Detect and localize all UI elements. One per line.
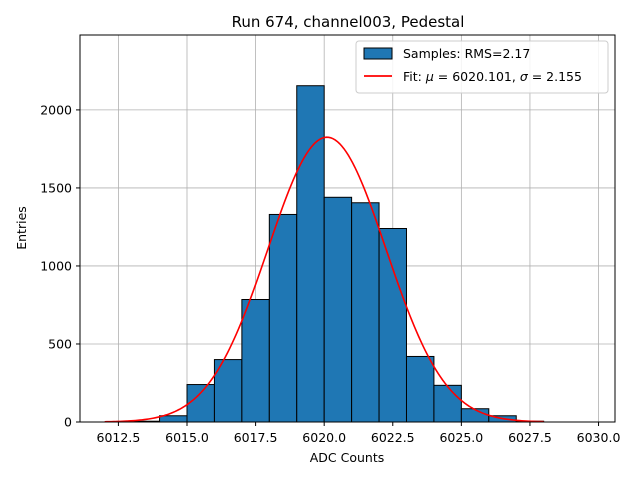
histogram-bar [296, 85, 325, 423]
x-tick-label: 6022.5 [371, 430, 415, 445]
y-tick-label: 500 [48, 336, 72, 351]
histogram-bar [460, 408, 490, 423]
histogram-bar [268, 213, 298, 423]
legend-samples-swatch [363, 47, 393, 60]
x-axis-ticks: 6012.5 6015.0 6017.5 6020.0 6022.5 6025.0 6027… [97, 422, 621, 445]
x-tick-label: 6030.0 [577, 430, 621, 445]
histogram-bar [159, 415, 188, 423]
legend: Samples: RMS=2.17 Fit: μ = 6020.101, σ =… [355, 40, 609, 94]
y-axis-ticks: 0 500 1000 1500 2000 [40, 102, 80, 430]
legend-fit-prefix: Fit: [403, 69, 426, 84]
legend-fit-mu-value: = 6020.101, [434, 69, 520, 84]
histogram-bar [405, 355, 435, 423]
y-axis-label: Entries [14, 206, 29, 250]
legend-fit-sigma-value: = 2.155 [528, 69, 582, 84]
y-tick-label: 0 [64, 415, 72, 430]
x-tick-label: 6020.0 [302, 430, 346, 445]
histogram-bar [241, 299, 270, 423]
legend-fit-label: Fit: μ = 6020.101, σ = 2.155 [403, 69, 582, 84]
legend-fit-sigma-symbol: σ [520, 69, 529, 84]
histogram-bar [433, 384, 462, 423]
histogram-bar [378, 228, 407, 423]
histogram-bars [131, 85, 545, 423]
legend-box [355, 40, 609, 94]
histogram-bar [213, 359, 243, 423]
legend-samples-label: Samples: RMS=2.17 [403, 46, 530, 61]
legend-fit-mu-symbol: μ [425, 69, 434, 84]
fit-curve [104, 136, 544, 423]
histogram-bar [323, 196, 353, 423]
x-tick-label: 6015.0 [165, 430, 209, 445]
x-tick-label: 6025.0 [439, 430, 483, 445]
x-tick-label: 6017.5 [234, 430, 278, 445]
chart-title: Run 674, channel003, Pedestal [232, 13, 465, 31]
histogram-bar [351, 202, 380, 423]
x-axis-label: ADC Counts [310, 450, 385, 465]
plot-area-frame [79, 34, 616, 423]
y-tick-label: 2000 [40, 102, 72, 117]
y-tick-label: 1000 [40, 258, 72, 273]
x-tick-label: 6012.5 [97, 430, 141, 445]
y-tick-label: 1500 [40, 180, 72, 195]
x-tick-label: 6027.5 [508, 430, 552, 445]
histogram-bar [186, 384, 215, 423]
